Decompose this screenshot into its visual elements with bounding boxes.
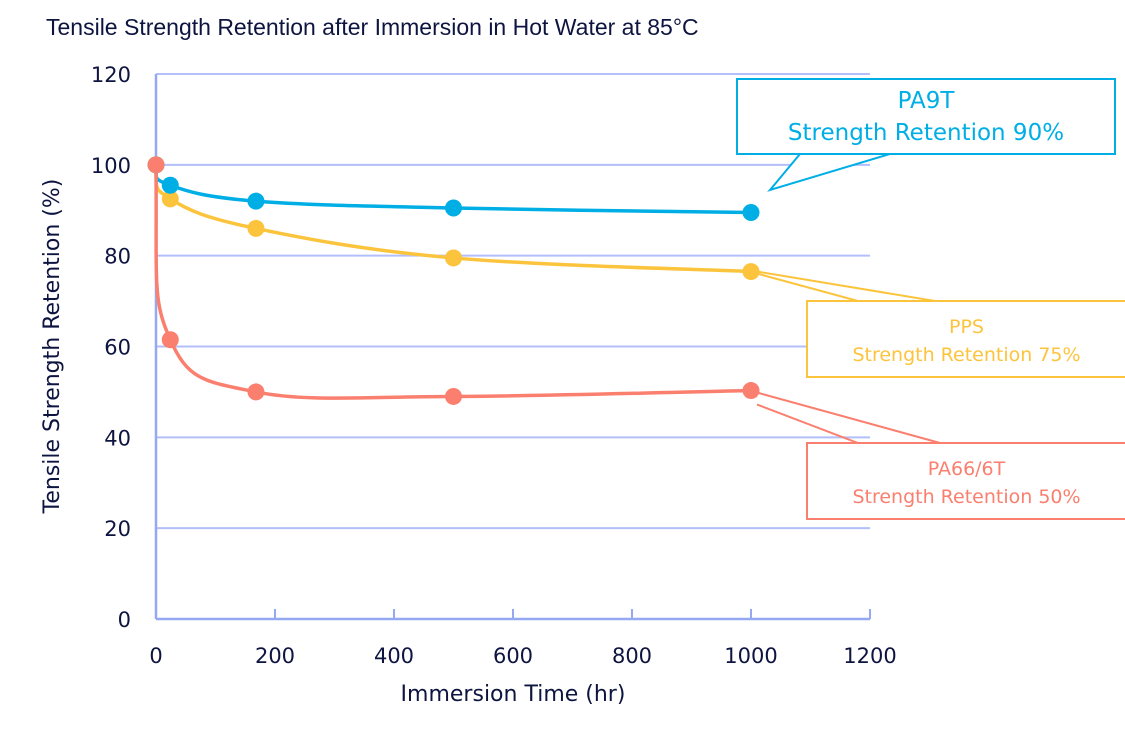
series-line-pa66-6t [154,164,752,400]
y-tick-label: 40 [104,426,131,450]
data-point-pps [742,263,760,281]
x-tick-label: 600 [493,644,533,668]
data-point-pa66-6t [147,156,165,174]
y-tick-label: 20 [104,517,131,541]
callout-pointer-pa9t [767,153,891,192]
callout-pa66-6t-name: PA66/6T [927,458,1006,480]
x-axis-label: Immersion Time (hr) [401,682,626,707]
data-point-pa9t [161,176,179,194]
data-point-pa9t [445,199,462,217]
callout-pps-name: PPS [949,316,984,338]
x-tick-label: 800 [612,644,652,668]
callout-pa66-6t-value: Strength Retention 50% [852,486,1081,508]
x-tick-label: 1200 [843,644,896,668]
data-point-pps [247,219,265,237]
chart-title: Tensile Strength Retention after Immersi… [46,14,699,40]
data-point-pa66-6t [445,387,462,405]
callout-pa66-6t: PA66/6T Strength Retention 50% [806,442,1125,520]
x-tick-label: 200 [255,644,295,668]
y-tick-label: 0 [118,608,131,632]
x-tick-label: 1000 [724,644,777,668]
callout-pps-value: Strength Retention 75% [852,344,1081,366]
data-point-pps [445,249,462,267]
x-tick-label: 400 [374,644,414,668]
data-point-pa66-6t [247,383,265,401]
x-tick-label: 0 [149,644,162,668]
callout-pointer-pa66-6t [756,391,941,444]
callout-pa9t-name: PA9T [897,88,955,114]
y-tick-label: 120 [91,63,131,87]
y-tick-label: 100 [91,154,131,178]
data-point-pps [161,190,179,208]
data-point-pa66-6t [161,331,179,349]
callout-pointer-pps [756,270,936,302]
callout-pps: PPS Strength Retention 75% [806,300,1125,378]
y-tick-label: 80 [104,245,131,269]
callout-pa9t-value: Strength Retention 90% [787,120,1065,146]
y-axis-label: Tensile Strength Retention (%) [40,179,65,515]
data-point-pa9t [742,204,760,222]
data-point-pa66-6t [742,382,760,400]
y-tick-label: 60 [104,336,131,360]
data-point-pa9t [247,192,265,210]
callout-pa9t: PA9T Strength Retention 90% [736,78,1116,155]
